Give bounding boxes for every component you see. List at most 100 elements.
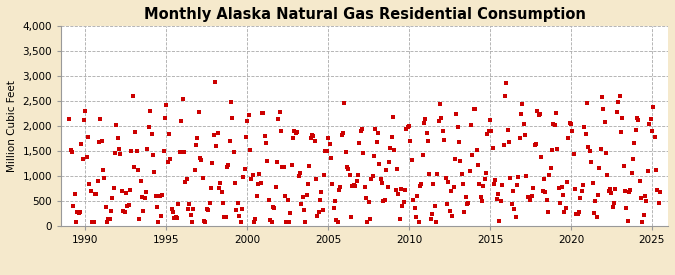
Point <box>522 195 533 199</box>
Point <box>288 136 298 140</box>
Point <box>516 112 526 117</box>
Point <box>566 122 576 126</box>
Point <box>239 167 250 171</box>
Point <box>216 189 227 194</box>
Point <box>458 182 468 186</box>
Point <box>595 146 606 151</box>
Point <box>529 143 540 147</box>
Point <box>144 109 155 114</box>
Point <box>526 193 537 198</box>
Point <box>528 186 539 190</box>
Point <box>313 210 324 214</box>
Point <box>256 111 267 116</box>
Point <box>150 193 161 198</box>
Point <box>495 199 506 203</box>
Point <box>72 210 83 214</box>
Point <box>359 185 370 189</box>
Point <box>310 177 321 181</box>
Point <box>202 208 213 212</box>
Point <box>328 206 339 210</box>
Point <box>466 123 477 128</box>
Point <box>121 191 132 195</box>
Point <box>333 188 344 192</box>
Point <box>247 173 258 177</box>
Point <box>297 195 308 199</box>
Point <box>258 111 269 115</box>
Point <box>471 148 482 153</box>
Point <box>192 136 202 140</box>
Point <box>115 152 126 156</box>
Point <box>351 179 362 183</box>
Point <box>86 188 97 193</box>
Point <box>418 121 429 125</box>
Point <box>505 175 516 180</box>
Point <box>467 152 478 157</box>
Point <box>127 94 138 98</box>
Point <box>76 142 87 147</box>
Point <box>142 147 153 151</box>
Point <box>443 180 454 184</box>
Point <box>259 134 270 139</box>
Point <box>84 182 95 187</box>
Point <box>512 183 522 187</box>
Point <box>544 173 555 178</box>
Point <box>539 177 549 182</box>
Point <box>220 215 231 220</box>
Point <box>338 131 348 135</box>
Point <box>632 116 643 120</box>
Point <box>80 108 91 113</box>
Point <box>464 169 475 174</box>
Point <box>312 214 323 219</box>
Point <box>267 204 278 209</box>
Point <box>570 186 580 191</box>
Point <box>406 158 417 162</box>
Point <box>586 160 597 164</box>
Point <box>316 190 327 194</box>
Point <box>460 194 471 199</box>
Point <box>148 170 159 175</box>
Point <box>135 179 146 183</box>
Point <box>177 97 188 101</box>
Point <box>106 209 117 213</box>
Point <box>366 177 377 181</box>
Point <box>578 183 589 187</box>
Point <box>194 156 205 160</box>
Point <box>367 174 378 178</box>
Point <box>350 184 360 188</box>
Point <box>564 121 575 125</box>
Point <box>292 130 302 134</box>
Point <box>401 127 412 131</box>
Point <box>436 116 447 120</box>
Point <box>545 166 556 170</box>
Point <box>238 175 248 179</box>
Point <box>518 122 529 126</box>
Point <box>212 130 223 135</box>
Point <box>227 116 238 120</box>
Point <box>186 219 197 224</box>
Point <box>79 118 90 123</box>
Point <box>190 143 201 147</box>
Point <box>139 196 150 200</box>
Point <box>378 199 389 203</box>
Point <box>126 149 136 153</box>
Point <box>470 107 481 112</box>
Point <box>371 139 382 144</box>
Point <box>70 192 80 197</box>
Point <box>75 210 86 214</box>
Point <box>510 215 521 219</box>
Point <box>90 192 101 197</box>
Point <box>200 219 211 224</box>
Point <box>117 189 128 194</box>
Point <box>236 207 247 211</box>
Point <box>485 118 495 122</box>
Point <box>188 207 198 211</box>
Point <box>497 182 508 187</box>
Point <box>568 152 579 156</box>
Point <box>105 216 115 221</box>
Point <box>180 180 190 184</box>
Point <box>223 163 234 167</box>
Point <box>618 164 629 168</box>
Point <box>583 145 594 149</box>
Point <box>83 135 94 139</box>
Point <box>567 129 578 133</box>
